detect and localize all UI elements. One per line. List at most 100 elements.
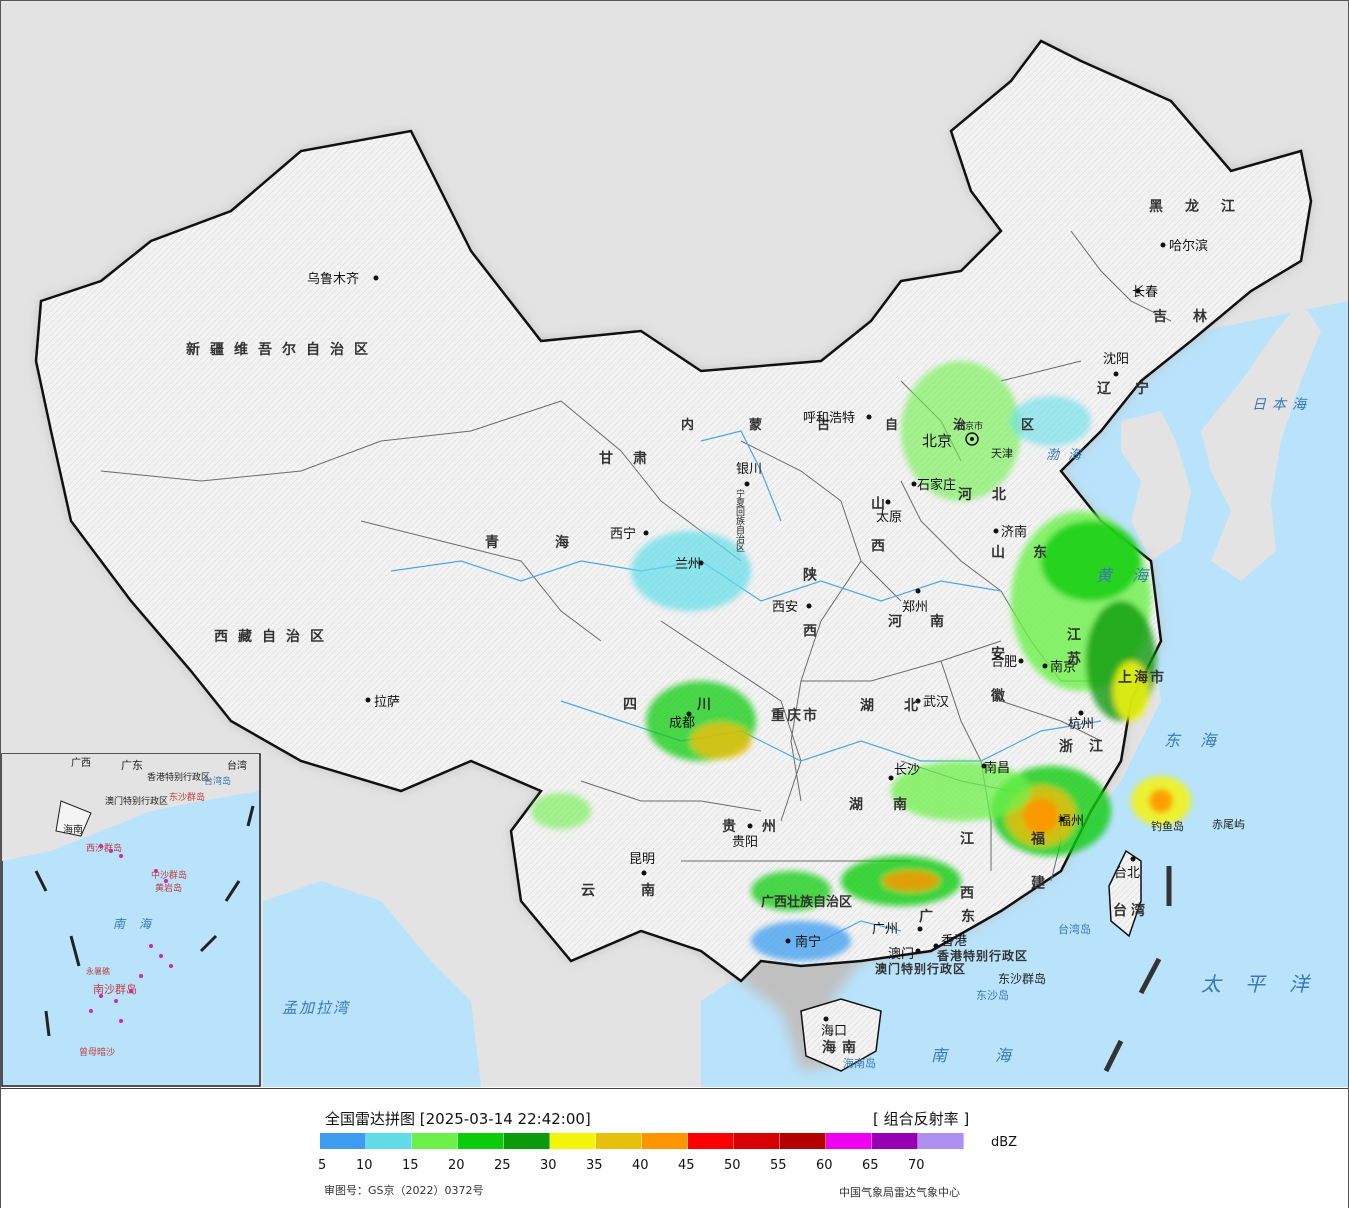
inset-label-macau: 澳门特别行政区 <box>105 795 168 807</box>
colorbar-swatch <box>734 1133 780 1149</box>
province-label-gansu: 甘肃 <box>599 450 667 467</box>
province-label-zhejiang: 浙江 <box>1059 738 1119 755</box>
province-label-fujian: 福建 <box>1029 830 1046 919</box>
bengal-bay <box>263 881 481 1087</box>
island-label-taiwan: 台湾岛 <box>1058 922 1091 936</box>
province-label-liaoning: 辽宁 <box>1097 380 1173 397</box>
legend-panel: 全国雷达拼图 [2025-03-14 22:42:00] [ 组合反射率 ] d… <box>1 1088 1348 1208</box>
colorbar-tick-label: 50 <box>724 1158 741 1173</box>
city-label-zhengzhou: 郑州 <box>902 600 928 615</box>
city-label-harbin: 哈尔滨 <box>1169 238 1208 254</box>
city-label-nanning: 南宁 <box>795 934 821 950</box>
colorbar-tick-label: 35 <box>586 1158 603 1173</box>
colorbar-swatch <box>918 1133 964 1149</box>
province-label-yunnan: 云南 <box>581 882 701 899</box>
colorbar-swatch <box>320 1133 366 1149</box>
colorbar-swatch <box>688 1133 734 1149</box>
review-number: 审图号：GS京（2022）0372号 <box>324 1184 484 1197</box>
colorbar-tick-label: 65 <box>862 1158 879 1173</box>
city-label-hefei: 合肥 <box>991 655 1017 670</box>
province-label-xizang: 西藏自治区 <box>214 628 334 645</box>
province-label-heilongjiang: 黑龙江 <box>1149 198 1257 215</box>
city-label-guangzhou: 广州 <box>872 922 898 937</box>
province-label-taiwan: 台湾 <box>1113 902 1149 919</box>
province-label-jiangxi: 江西 <box>958 830 974 939</box>
province-label-shaanxi: 陕西 <box>801 566 817 679</box>
inset-label-hongkong: 香港特别行政区 <box>147 771 210 783</box>
city-label-nanjing: 南京 <box>1050 659 1076 675</box>
province-label-ningxia: 宁夏回族自治区 <box>734 488 745 552</box>
inset-label-hainan: 海南 <box>63 823 83 836</box>
radar-mosaic-map: 新疆维吾尔自治区 西藏自治区 青海 甘肃 内蒙古自治区 黑龙江 吉林 辽宁 河北… <box>1 1 1348 1087</box>
province-label-hainan: 海南 <box>822 1039 862 1056</box>
city-label-beijing: 北京 <box>922 432 952 450</box>
korea-peninsula <box>1121 411 1191 561</box>
province-label-guangxi: 广西壮族自治区 <box>761 894 852 910</box>
legend-title: 全国雷达拼图 [2025-03-14 22:42:00] <box>325 1110 591 1128</box>
province-label-hunan: 湖南 <box>849 796 937 813</box>
province-label-tianjin: 天津 <box>991 447 1013 460</box>
colorbar-swatch <box>366 1133 412 1149</box>
city-label-nanchang: 南昌 <box>984 760 1010 776</box>
island-label-dongsha: 东沙群岛 <box>998 971 1046 986</box>
province-label-henan: 河南 <box>888 613 972 630</box>
province-label-qinghai: 青海 <box>485 534 625 551</box>
city-label-changsha: 长沙 <box>894 763 920 778</box>
sea-label-bengal: 孟加拉湾 <box>282 999 351 1017</box>
inset-label-taiwan-island: 台湾岛 <box>204 775 231 787</box>
province-label-guangdong: 广东 <box>919 908 1003 925</box>
colorbar-swatch <box>412 1133 458 1149</box>
colorbar-tick-label: 15 <box>402 1158 419 1173</box>
colorbar-swatch <box>596 1133 642 1149</box>
city-label-yinchuan: 银川 <box>736 462 762 477</box>
sea-label-nanhai: 南海 <box>931 1046 1059 1065</box>
inset-label-guangdong: 广东 <box>121 759 143 772</box>
island-label-dongsha-island: 东沙岛 <box>976 988 1009 1002</box>
colorbar-swatch <box>504 1133 550 1149</box>
inset-label-dongsha: 东沙群岛 <box>169 791 205 803</box>
colorbar-tick-label: 5 <box>318 1158 327 1173</box>
colorbar-swatch <box>780 1133 826 1149</box>
province-label-neimenggu: 内蒙古自治区 <box>681 417 1089 433</box>
colorbar-tick-label: 45 <box>678 1158 695 1173</box>
hainan-island-shape <box>800 998 882 1072</box>
city-label-lhasa: 拉萨 <box>374 695 400 710</box>
colorbar-tick-label: 60 <box>816 1158 833 1173</box>
sea-label-donghai: 东海 <box>1164 731 1236 750</box>
colorbar-swatch <box>826 1133 872 1149</box>
province-label-shanghai: 上海市 <box>1118 669 1166 686</box>
province-label-jiangsu: 江苏 <box>1065 626 1081 675</box>
unit-label: dBZ <box>991 1135 1018 1150</box>
colorbar-swatch <box>550 1133 596 1149</box>
city-dots <box>365 242 1166 1022</box>
city-label-hohhot: 呼和浩特 <box>803 411 855 426</box>
city-label-xian: 西安 <box>772 600 798 615</box>
island-label-diaoyu: 钓鱼岛 <box>1151 819 1184 833</box>
colorbar-tick-label: 55 <box>770 1158 787 1173</box>
city-label-wuhan: 武汉 <box>923 695 949 710</box>
city-label-changchun: 长春 <box>1132 285 1158 300</box>
city-label-macau: 澳门 <box>888 946 914 962</box>
city-label-urumqi: 乌鲁木齐 <box>307 271 359 287</box>
city-label-jinan: 济南 <box>1001 524 1027 540</box>
province-label-hubei: 湖北 <box>860 698 948 714</box>
province-label-shandong: 山东 <box>991 544 1075 561</box>
province-label-hebei: 河北 <box>958 486 1026 503</box>
province-label-sichuan: 四川 <box>623 697 771 713</box>
inset-label-zengmu: 曾母暗沙 <box>79 1046 115 1058</box>
city-label-fuzhou: 福州 <box>1058 814 1084 829</box>
colorbar-swatch <box>642 1133 688 1149</box>
inset-label-taiwan: 台湾 <box>227 759 247 772</box>
city-label-guiyang: 贵阳 <box>732 835 758 850</box>
province-label-macau: 澳门特别行政区 <box>875 961 966 976</box>
inset-label-xisha: 西沙群岛 <box>86 842 122 854</box>
maritime-boundary-dashes <box>1103 866 1172 1073</box>
city-label-hangzhou: 杭州 <box>1068 717 1094 732</box>
sea-label-pacific: 太平洋 <box>1201 972 1333 996</box>
city-label-lanzhou: 兰州 <box>675 557 701 572</box>
inset-label-zhongsha: 中沙群岛 <box>151 869 187 881</box>
product-type-label: [ 组合反射率 ] <box>873 1110 970 1128</box>
dbz-colorbar <box>320 1133 964 1149</box>
province-label-shanxi: 山西 <box>869 496 885 580</box>
